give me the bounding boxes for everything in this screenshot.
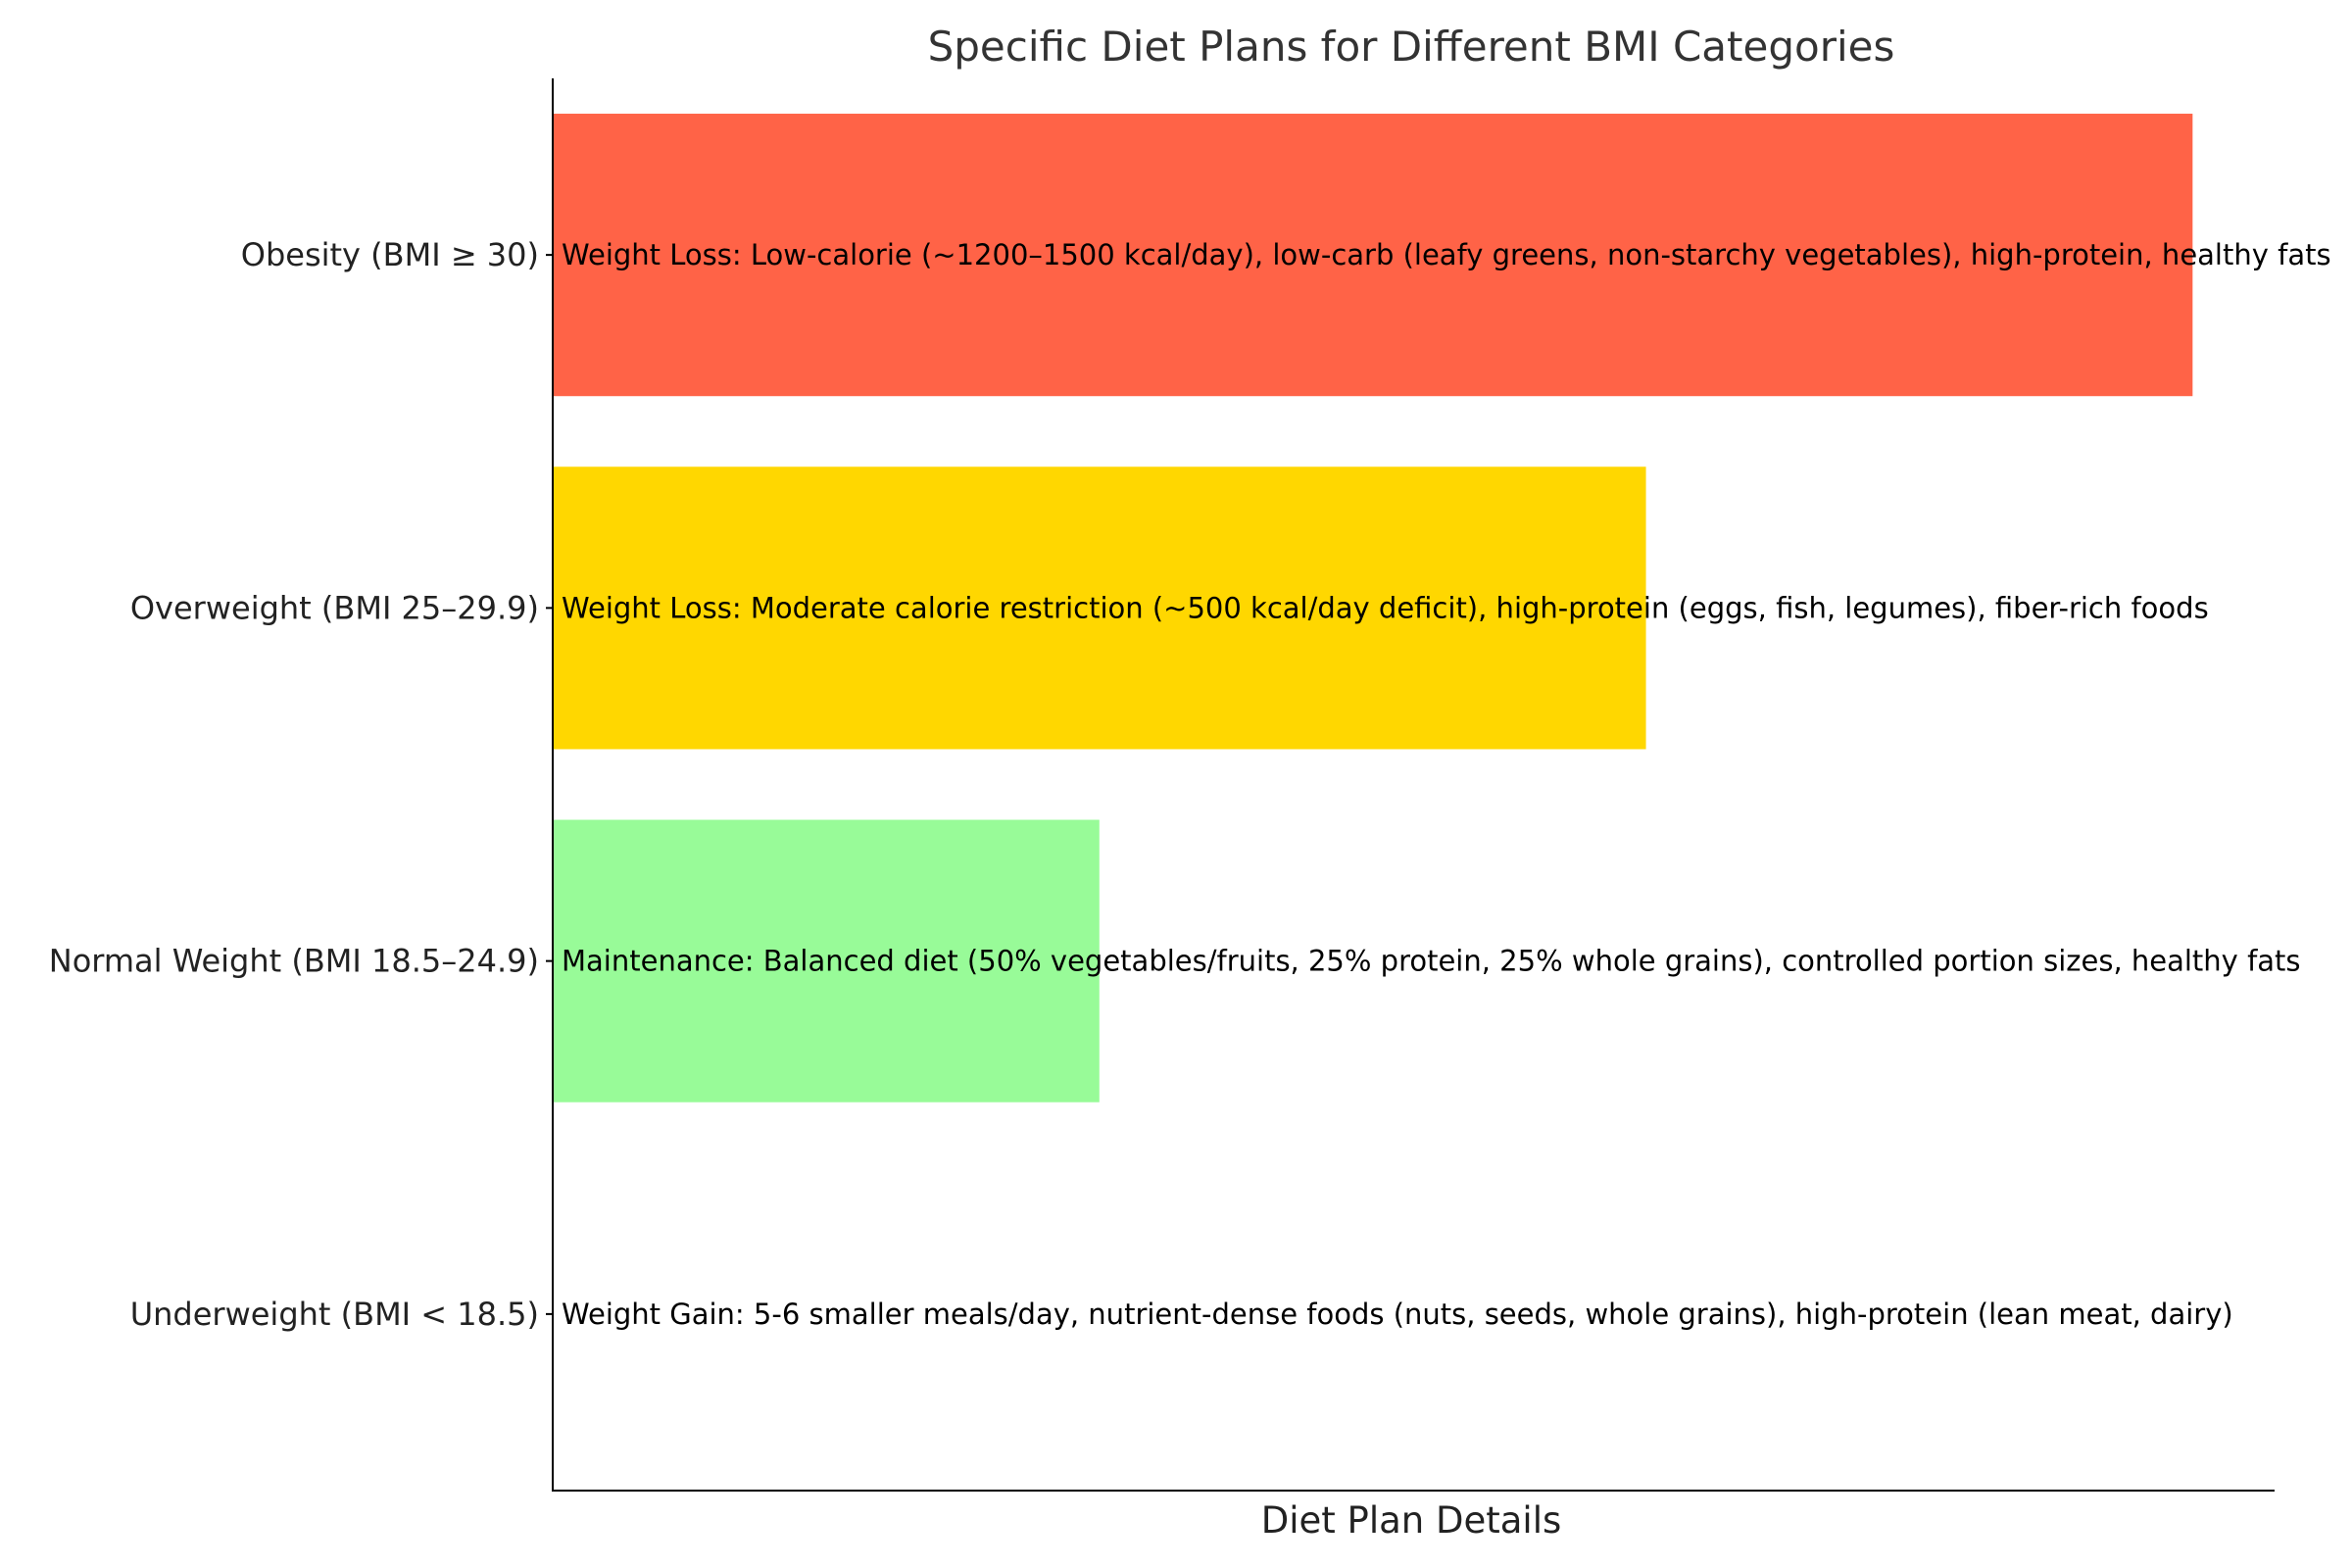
bar-annotation: Weight Loss: Low-calorie (~1200–1500 kca…: [562, 238, 2331, 271]
y-tick-label: Normal Weight (BMI 18.5–24.9): [49, 943, 539, 980]
x-axis-label: Diet Plan Details: [1261, 1499, 1562, 1542]
y-axis-ticks: Underweight (BMI < 18.5) Normal Weight (B…: [49, 236, 553, 1333]
bar-annotation: Maintenance: Balanced diet (50% vegetabl…: [562, 945, 2301, 978]
y-tick-label: Overweight (BMI 25–29.9): [130, 589, 539, 626]
bar-annotation: Weight Gain: 5-6 smaller meals/day, nutr…: [562, 1298, 2233, 1331]
bar: [553, 466, 1646, 750]
bar-annotation: Weight Loss: Moderate calorie restrictio…: [562, 591, 2209, 624]
annotations-layer: Weight Gain: 5-6 smaller meals/day, nutr…: [562, 238, 2331, 1331]
bar: [553, 114, 2193, 397]
chart-title: Specific Diet Plans for Different BMI Ca…: [928, 23, 1895, 71]
bars-layer: [553, 114, 2193, 1102]
bar: [553, 819, 1100, 1102]
y-tick-label: Underweight (BMI < 18.5): [130, 1296, 539, 1333]
y-tick-label: Obesity (BMI ≥ 30): [241, 236, 539, 273]
